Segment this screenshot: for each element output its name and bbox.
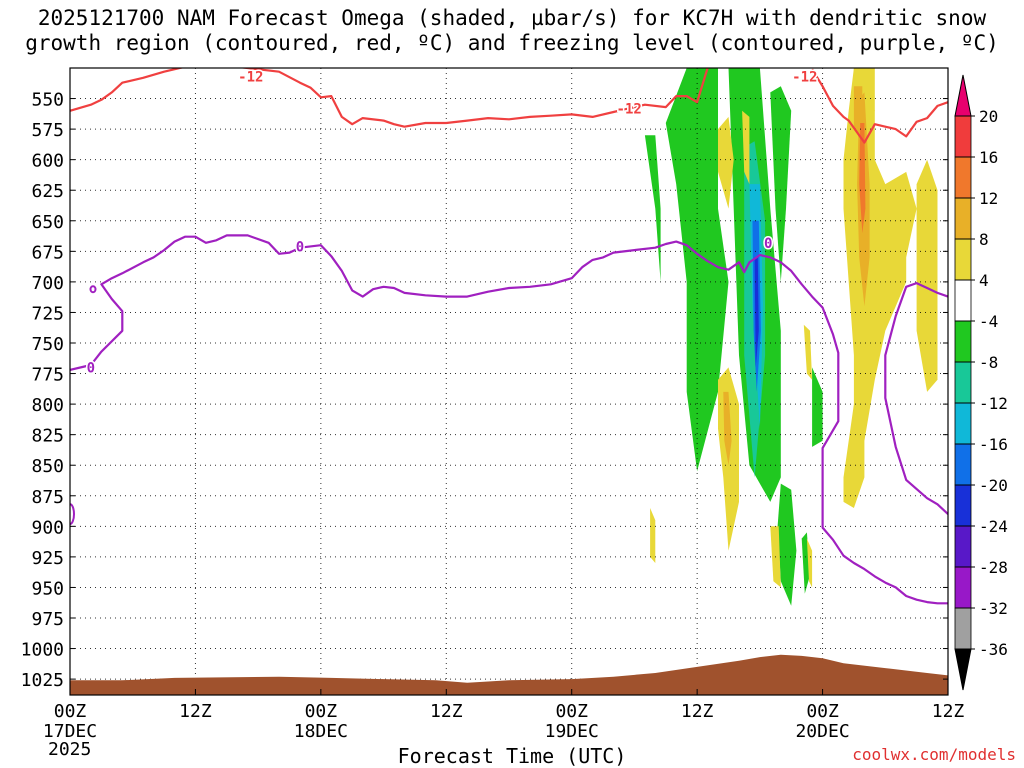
colorbar-label: -32: [979, 599, 1008, 618]
colorbar-swatch: [954, 115, 972, 158]
colorbar-swatch: [954, 484, 972, 527]
x-tick-label: 00Z: [54, 701, 87, 722]
dgz-label: -12: [792, 70, 817, 86]
y-tick-label: 925: [31, 548, 64, 569]
colorbar-label: 12: [979, 189, 998, 208]
y-tick-label: 875: [31, 487, 64, 508]
x-axis-label: Forecast Time (UTC): [397, 744, 627, 768]
omega-pos-red: [859, 123, 866, 233]
colorbar-label: 4: [979, 271, 989, 290]
dgz-contour: [70, 68, 709, 128]
colorbar-swatch: [954, 156, 972, 199]
colorbar-label: -4: [979, 312, 998, 331]
colorbar-swatch: [954, 361, 972, 404]
y-tick-label: 725: [31, 303, 64, 324]
omega-pos-yellow-right: [916, 159, 938, 392]
freezing-label: 0: [87, 360, 95, 376]
y-tick-label: 650: [31, 212, 64, 233]
omega-pos-yellow-d: [742, 110, 750, 185]
colorbar-swatch: [954, 197, 972, 240]
y-tick-label: 975: [31, 609, 64, 630]
y-tick-label: 900: [31, 517, 64, 538]
colorbar-swatch: [954, 402, 972, 445]
omega-pos-yellow-c: [650, 508, 656, 563]
omega-neg-green-mid: [812, 367, 823, 447]
y-tick-label: 550: [31, 90, 64, 111]
dgz-label: -12: [238, 70, 263, 86]
omega-neg-darkblue: [754, 257, 759, 368]
freezing-level-contour-2: [884, 282, 948, 515]
y-tick-label: 625: [31, 181, 64, 202]
terrain: [70, 654, 948, 695]
colorbar-swatch: [954, 607, 972, 650]
omega-neg-green-low: [777, 483, 797, 606]
colorbar-label: -24: [979, 517, 1008, 536]
x-tick-label: 12Z: [430, 701, 463, 722]
omega-pos-yellow-a: [718, 116, 734, 209]
y-tick-label: 575: [31, 120, 64, 141]
colorbar-bottom-arrow: [954, 648, 972, 691]
colorbar-label: -12: [979, 394, 1008, 413]
dgz-contour-2: [811, 68, 948, 144]
colorbar-swatch: [954, 525, 972, 568]
x-tick-label: 12Z: [681, 701, 714, 722]
colorbar-swatch: [954, 320, 972, 363]
omega-neg-green-left: [644, 135, 661, 282]
x-tick-label: 00Z: [305, 701, 338, 722]
colorbar-swatch: [954, 443, 972, 486]
x-tick-date: 19DEC: [545, 721, 599, 742]
y-tick-label: 750: [31, 334, 64, 355]
dgz-label: -12: [617, 101, 642, 117]
colorbar-label: -16: [979, 435, 1008, 454]
colorbar-top-arrow: [954, 74, 972, 117]
chart-title: 2025121700 NAM Forecast Omega (shaded, µ…: [25, 6, 999, 55]
source-url[interactable]: coolwx.com/models: [852, 745, 1016, 764]
y-tick-label: 850: [31, 456, 64, 477]
omega-neg-green-c: [770, 86, 792, 282]
colorbar-label: -20: [979, 476, 1008, 495]
x-tick-date: 17DEC: [43, 721, 97, 742]
y-tick-label: 1000: [21, 640, 64, 661]
y-tick-label: 800: [31, 395, 64, 416]
plot-frame: [69, 67, 949, 696]
y-tick-label: 775: [31, 365, 64, 386]
y-tick-label: 950: [31, 578, 64, 599]
omega-pos-yellow-e: [803, 324, 813, 380]
x-tick-label: 12Z: [932, 701, 965, 722]
colorbar-label: -36: [979, 640, 1008, 659]
x-tick-date: 20DEC: [795, 721, 849, 742]
x-tick-label: 00Z: [806, 701, 839, 722]
colorbar-label: -8: [979, 353, 998, 372]
y-tick-label: 1025: [21, 670, 64, 691]
y-tick-label: 825: [31, 426, 64, 447]
freezing-label: 0: [764, 236, 772, 252]
y-tick-label: 600: [31, 151, 64, 172]
colorbar-label: 16: [979, 148, 998, 167]
colorbar-swatch: [954, 566, 972, 609]
freezing-label: 0: [296, 239, 304, 255]
omega-pos-yellow-f: [806, 538, 813, 588]
colorbar-label: 8: [979, 230, 989, 249]
x-tick-label: 12Z: [179, 701, 212, 722]
x-tick-label: 00Z: [555, 701, 588, 722]
omega-neg-green-main: [665, 68, 729, 472]
colorbar-swatch: [954, 279, 972, 322]
colorbar-swatch: [954, 238, 972, 281]
plot-area: [70, 68, 948, 695]
y-tick-label: 675: [31, 242, 64, 263]
colorbar-label: 20: [979, 107, 998, 126]
freezing-level-blob: [89, 285, 97, 294]
colorbar-label: -28: [979, 558, 1008, 577]
y-tick-label: 700: [31, 273, 64, 294]
x-tick-date: 18DEC: [294, 721, 348, 742]
freezing-level-blob: [70, 503, 75, 526]
freezing-level-contour: [70, 234, 948, 605]
omega-pos-orange-low: [723, 391, 732, 466]
year-label: 2025: [48, 739, 92, 760]
